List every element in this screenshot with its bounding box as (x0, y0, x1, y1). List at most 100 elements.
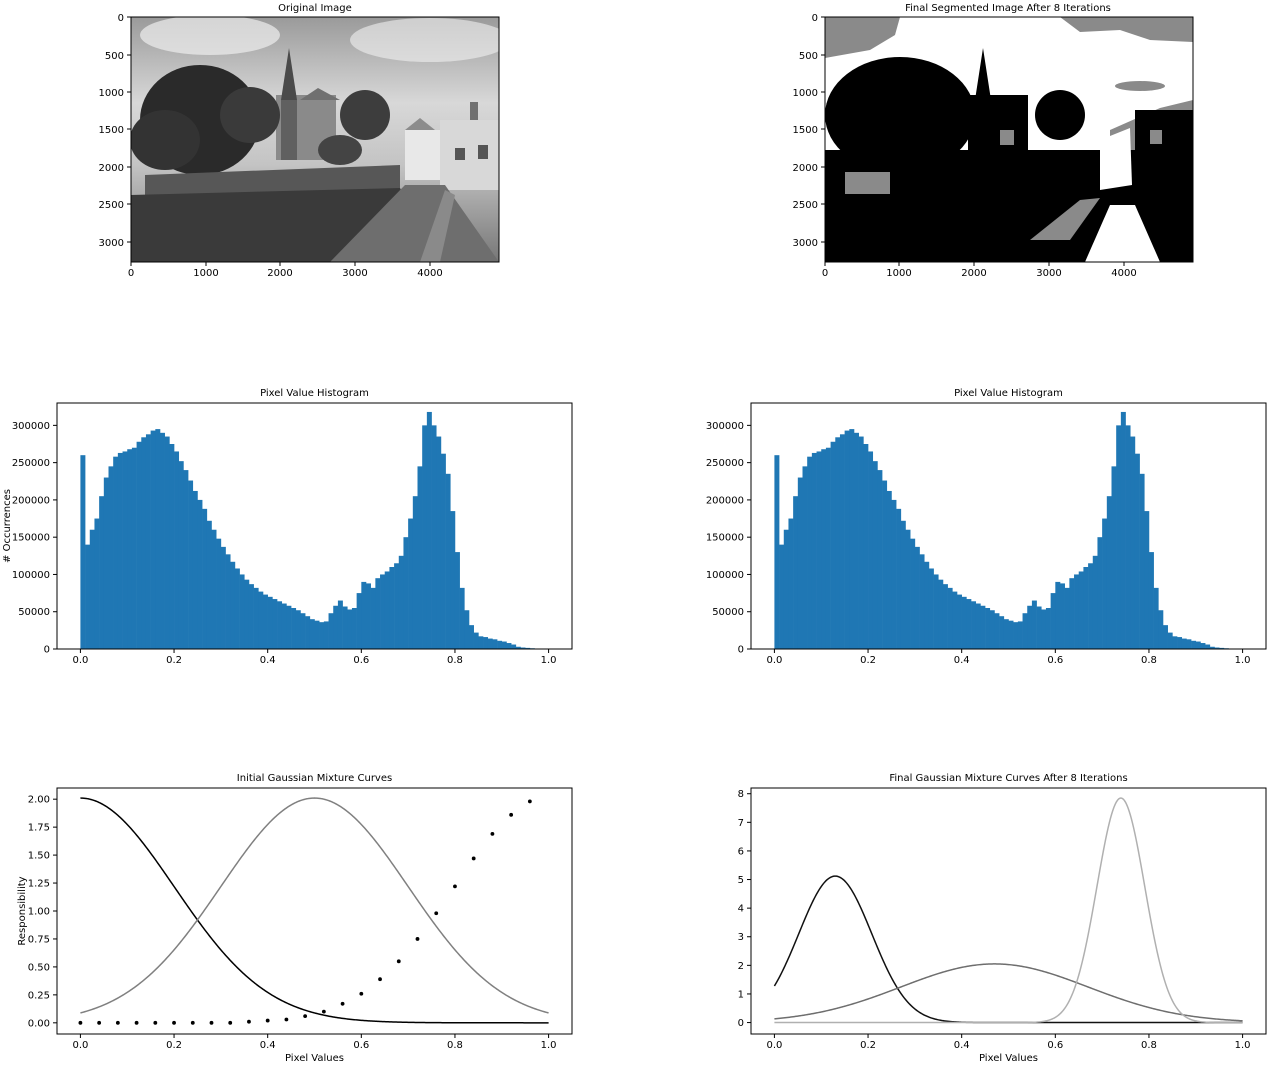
y-tick-label: 200000 (706, 495, 744, 506)
histogram-bar (1078, 571, 1084, 649)
histogram-bar (797, 477, 803, 649)
y-tick-label: 0.25 (28, 990, 50, 1001)
histogram-bar (1153, 587, 1159, 649)
histogram-bar (961, 596, 967, 649)
segmented-photo (825, 17, 1193, 262)
responsibility-point (115, 1020, 120, 1025)
histogram-bar (356, 593, 362, 649)
histogram-bar (783, 529, 789, 649)
histogram-bar (492, 639, 498, 649)
histogram-bar (291, 608, 297, 649)
y-tick-label: 1.75 (28, 823, 50, 834)
histogram-bar (891, 499, 897, 649)
histogram-bar (1177, 637, 1183, 649)
histogram-bar (277, 601, 283, 649)
responsibility-point (78, 1020, 83, 1025)
histogram-bar (1158, 610, 1164, 649)
histogram-bar (305, 616, 311, 649)
histogram-bar (868, 451, 874, 649)
histogram-bar (501, 641, 507, 649)
histogram-bar (1219, 647, 1225, 649)
plot-frame (750, 787, 1267, 1035)
histogram-bar (1139, 473, 1145, 649)
histogram-bar (1111, 466, 1117, 649)
responsibility-point (527, 799, 532, 804)
x-tick-label: 1.0 (1235, 1040, 1251, 1051)
histogram-bar (469, 625, 474, 649)
histogram-bar (1134, 453, 1140, 649)
histogram-bar (1041, 609, 1047, 649)
histogram-bar (431, 425, 437, 649)
gaussian-curve (774, 963, 1243, 1022)
series (773, 797, 1243, 1024)
y-tick-label: 0.50 (28, 962, 50, 973)
responsibility-point (415, 937, 420, 941)
y-tick-label: 2.00 (28, 795, 50, 806)
y-tick-label: 250000 (12, 458, 50, 469)
histogram-bar (412, 496, 418, 649)
gaussian-curve (80, 797, 549, 1014)
x-tick-label: 0.8 (1141, 655, 1157, 666)
y-tick-label: 500 (799, 51, 818, 62)
histogram-bar (900, 520, 906, 649)
histogram-bar (835, 437, 841, 649)
x-tick-label: 0.8 (1141, 1040, 1157, 1051)
histogram-bar (188, 480, 194, 649)
histogram-bar (989, 610, 995, 649)
responsibility-point (228, 1020, 233, 1025)
responsibility-point (134, 1020, 139, 1025)
y-tick-label: 7 (738, 818, 744, 829)
histogram-bar (473, 632, 479, 649)
y-tick-label: 3000 (793, 238, 818, 249)
histogram-bar (774, 455, 780, 649)
histogram-bar (999, 616, 1005, 649)
histogram-bar (882, 480, 888, 649)
x-tick-label: 0.2 (166, 1040, 182, 1051)
y-axis-label: Responsibility (17, 876, 28, 945)
y-tick-label: 1.00 (28, 907, 50, 918)
histogram-bar (122, 451, 128, 649)
x-tick-label: 0.4 (954, 655, 970, 666)
y-tick-label: 2000 (793, 163, 818, 174)
histogram-bar (408, 518, 414, 649)
responsibility-point (303, 1014, 308, 1019)
histogram-bar (1191, 640, 1197, 649)
histogram-bar (1214, 647, 1220, 649)
panel-title: Pixel Value Histogram (954, 388, 1063, 399)
histogram-bar (825, 447, 831, 649)
histogram-bar (872, 461, 878, 649)
y-ticks: 0 1 2 3 4 5 6 7 8 (738, 789, 751, 1029)
y-tick-label: 250000 (706, 458, 744, 469)
responsibility-point (471, 856, 476, 861)
y-tick-label: 0.75 (28, 934, 50, 945)
x-ticks: 0.0 0.2 0.4 0.6 0.8 1.0 (72, 649, 557, 666)
y-tick-label: 500 (105, 51, 124, 62)
histogram-bar (788, 518, 794, 649)
histogram-bar (478, 636, 484, 649)
responsibility-point (97, 1020, 102, 1025)
y-tick-label: 1.50 (28, 851, 50, 862)
histogram-bar (1205, 644, 1211, 649)
y-tick-label: 100000 (706, 570, 744, 581)
histogram-bar (459, 587, 465, 649)
histogram-bar (351, 608, 357, 649)
histogram-bar (141, 437, 147, 649)
histogram-bar (497, 640, 503, 649)
histogram-bar (506, 643, 512, 649)
histogram-bar (971, 601, 977, 649)
responsibility-point (340, 1001, 345, 1006)
histogram-bar (483, 637, 489, 649)
panel-title: Original Image (278, 3, 352, 14)
panel-title: Final Gaussian Mixture Curves After 8 It… (889, 773, 1127, 784)
histogram-bar (816, 451, 822, 649)
histogram-bar (300, 613, 306, 649)
histogram-bar (1045, 608, 1051, 649)
y-tick-label: 0.00 (28, 1018, 50, 1029)
histogram-bar (985, 608, 991, 649)
histogram-bar (487, 638, 493, 649)
responsibility-point (453, 884, 457, 889)
histogram-bar (464, 610, 470, 649)
histogram-bar (1069, 578, 1075, 649)
